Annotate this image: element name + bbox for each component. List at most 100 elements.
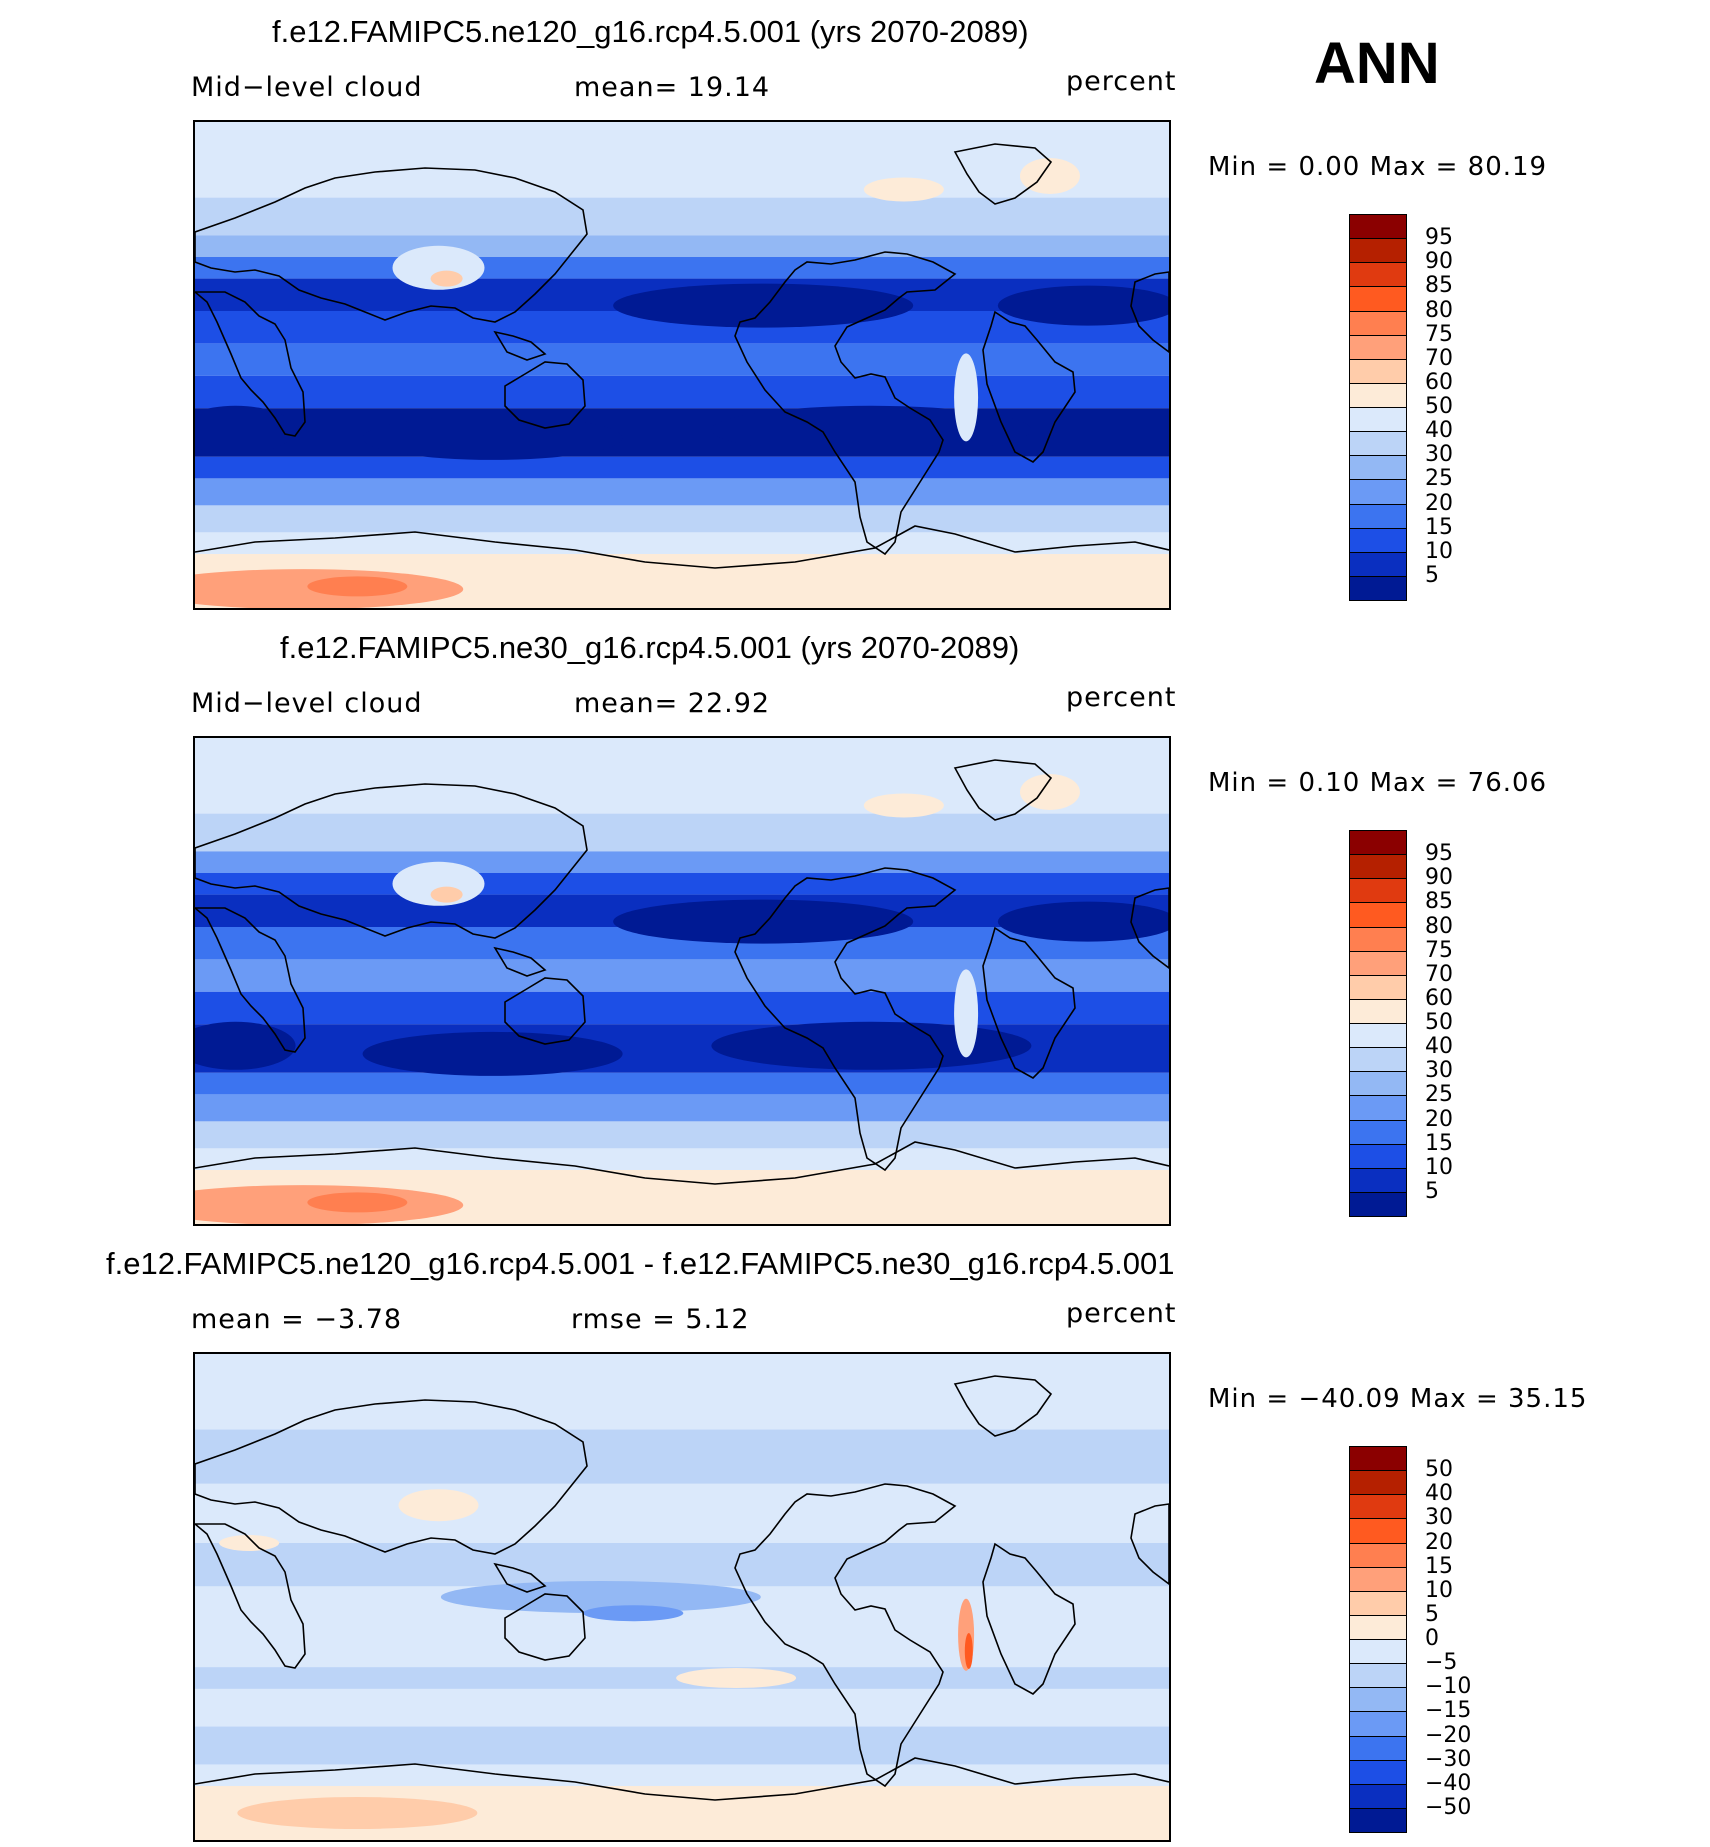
colorbar-tick-label: 25 [1425,1082,1453,1108]
field-blob [964,1633,973,1669]
colorbar-tick-label: 10 [1425,1577,1453,1603]
field-blob [430,270,463,287]
field-band [195,197,1169,236]
panel-2-title: f.e12.FAMIPC5.ne30_g16.rcp4.5.001 (yrs 2… [280,630,1020,665]
field-blob [613,899,914,944]
coastline [1130,887,1169,969]
colorbar-tick-label: −10 [1425,1674,1472,1700]
field-blob [219,1535,280,1551]
colorbar-tick-label: 75 [1425,937,1453,963]
colorbar-tick-label: 30 [1425,1058,1453,1084]
panel-3-mean-label: mean = −3.78 [191,1304,403,1335]
field-blob [195,1021,296,1070]
coastline [493,330,547,361]
colorbar-swatch [1349,1191,1407,1217]
colorbar-tick-label: 5 [1425,1178,1439,1204]
field-blob [711,405,1032,454]
panel-1-colorbar: 95 90 85 80 75 70 60 50 40 30 25 20 15 10 5 [1349,214,1453,601]
field-band [195,959,1169,992]
panel-2-colorbar: 95 90 85 80 75 70 60 50 40 30 25 20 15 10 5 [1349,830,1453,1217]
coastline [504,1593,586,1661]
field-blob [997,901,1169,942]
coastline [195,1399,588,1555]
colorbar-swatch [1349,1542,1407,1568]
field-band [195,122,1169,198]
field-blob [237,1797,478,1829]
panel-1-units-label: percent [1066,66,1177,97]
coastline [195,1141,1169,1185]
field-band [195,991,1169,1025]
colorbar-tick-label: 10 [1425,538,1453,564]
field-blob [362,1031,623,1076]
colorbar-swatch [1349,479,1407,505]
panel-3-rmse-label: rmse = 5.12 [571,1304,750,1335]
colorbar-tick-label: 90 [1425,865,1453,891]
colorbar-tick-label: 80 [1425,913,1453,939]
season-label: ANN [1314,31,1440,96]
colorbar-tick-label: 20 [1425,1106,1453,1132]
colorbar-swatch [1349,902,1407,928]
colorbar-swatch [1349,1639,1407,1665]
field-blob [1019,158,1080,194]
colorbar-swatch [1349,1023,1407,1049]
coastline [1130,271,1169,353]
colorbar-swatch [1349,527,1407,553]
colorbar-tick-label: 60 [1425,985,1453,1011]
colorbar-swatch [1349,503,1407,529]
colorbar-swatch [1349,575,1407,601]
field-band [195,1094,1169,1122]
coastline [504,361,586,429]
field-band [195,532,1169,554]
colorbar-tick-label: 95 [1425,841,1453,867]
colorbar-swatch [1349,950,1407,976]
colorbar-tick-label: 60 [1425,369,1453,395]
colorbar-swatch [1349,1494,1407,1520]
colorbar-tick-label: 80 [1425,297,1453,323]
colorbar-tick-label: 70 [1425,961,1453,987]
coastline [493,946,547,977]
field-blob [362,415,623,460]
colorbar-tick-label: 30 [1425,1505,1453,1531]
colorbar-swatch [1349,1119,1407,1145]
colorbar-swatch [1349,1807,1407,1833]
panel-3-map [193,1352,1171,1842]
panel-1-min-max: Min = 0.00 Max = 80.19 [1208,152,1548,182]
panel-1-title: f.e12.FAMIPC5.ne120_g16.rcp4.5.001 (yrs … [272,14,1029,49]
colorbar-swatch [1349,358,1407,384]
colorbar-swatch [1349,1071,1407,1097]
field-band [195,1429,1169,1484]
coastline [195,1757,1169,1801]
panel-3-min-max: Min = −40.09 Max = 35.15 [1208,1384,1588,1414]
colorbar-tick-label: 0 [1425,1626,1439,1651]
colorbar-tick-label: 95 [1425,225,1453,251]
colorbar-swatch [1349,262,1407,288]
coastline [953,143,1053,205]
coastline [734,251,957,556]
colorbar-tick-label: 85 [1425,273,1453,299]
colorbar-swatch [1349,1614,1407,1640]
colorbar-swatch [1349,407,1407,433]
panel-1-variable-label: Mid−level cloud [191,72,423,103]
coastline [982,310,1076,463]
colorbar-swatch [1349,1783,1407,1809]
colorbar-swatch [1349,1566,1407,1592]
colorbar-swatch [1349,1470,1407,1496]
field-band [195,235,1169,257]
coastline [195,907,306,1053]
field-band [195,873,1169,895]
colorbar-swatch [1349,998,1407,1024]
field-band [195,1543,1169,1587]
colorbar-swatch [1349,1095,1407,1121]
colorbar-swatch [1349,334,1407,360]
field-band [195,375,1169,409]
panel-3-colorbar: 50 40 30 20 15 10 5 0 −5 −10 −15 −20 −30 −40 −50 [1349,1446,1471,1833]
field-blob [583,1605,684,1622]
coastline [195,167,588,323]
coastline [734,1483,957,1788]
field-band [195,1726,1169,1765]
colorbar-swatch [1349,382,1407,408]
field-blob [997,285,1169,326]
coastline [1130,1503,1169,1585]
colorbar-tick-label: 40 [1425,1034,1453,1060]
colorbar-tick-label: 15 [1425,1553,1453,1579]
